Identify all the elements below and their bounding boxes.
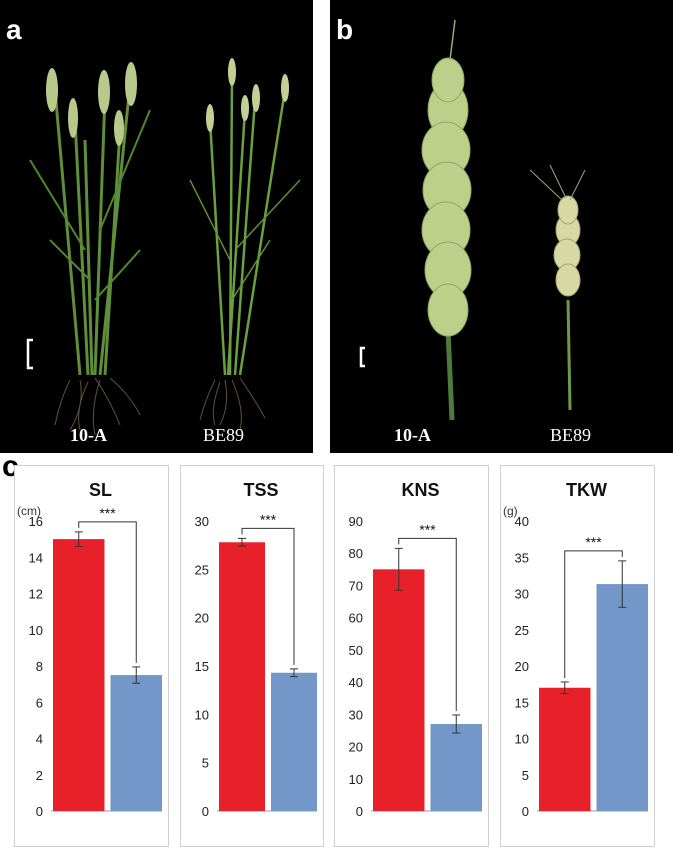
y-tick-label: 10	[349, 772, 363, 787]
y-tick-label: 50	[349, 643, 363, 658]
significance-bracket	[398, 537, 457, 711]
y-tick-label: 70	[349, 578, 363, 593]
y-tick-label: 20	[195, 611, 209, 626]
label-10a: 10-A	[70, 425, 107, 445]
scale-bar	[359, 346, 365, 368]
y-tick-label: 60	[349, 611, 363, 626]
chart-kns-svg: KNS 0 10 20 30 40 50 60 70 80 90 ***	[349, 480, 482, 819]
y-tick-label: 10	[195, 707, 209, 722]
y-tick-label: 20	[349, 740, 363, 755]
spike-illustration	[359, 19, 586, 421]
bar-10a	[219, 542, 265, 811]
y-tick-label: 12	[29, 587, 43, 602]
y-tick-label: 30	[349, 707, 363, 722]
significance-bracket	[78, 521, 137, 663]
y-tick-label: 10	[29, 623, 43, 638]
y-tick-label: 25	[195, 562, 209, 577]
y-tick-label: 40	[515, 514, 529, 529]
photo-spikes: b 10-A BE89	[330, 0, 673, 453]
chart-tkw: TKW (g) 0 5 10 15 20 25 30 35 40 ***	[500, 465, 655, 847]
bar-10a	[53, 539, 105, 811]
chart-tkw-svg: TKW (g) 0 5 10 15 20 25 30 35 40 ***	[503, 480, 648, 819]
chart-title: SL	[89, 480, 112, 500]
y-tick-label: 30	[515, 587, 529, 602]
chart-tss-svg: TSS 0 5 10 15 20 25 30 ***	[195, 480, 317, 819]
chart-title: KNS	[401, 480, 439, 500]
panel-letter-b: b	[336, 14, 354, 45]
y-tick-label: 15	[195, 659, 209, 674]
significance-bracket	[241, 527, 295, 665]
y-tick-label: 5	[522, 768, 529, 783]
chart-tss: TSS 0 5 10 15 20 25 30 ***	[180, 465, 324, 847]
y-tick-label: 0	[36, 804, 43, 819]
scale-bar	[26, 338, 33, 370]
bar-be89	[110, 675, 162, 811]
y-tick-label: 15	[515, 695, 529, 710]
y-tick-label: 5	[202, 756, 209, 771]
chart-title: TKW	[566, 480, 607, 500]
significance-label: ***	[99, 505, 116, 521]
y-tick-label: 30	[195, 514, 209, 529]
y-tick-label: 80	[349, 546, 363, 561]
y-tick-label: 0	[522, 804, 529, 819]
bar-be89	[271, 672, 317, 811]
y-tick-label: 35	[515, 550, 529, 565]
significance-label: ***	[260, 511, 277, 527]
bar-10a	[539, 687, 591, 811]
y-tick-label: 20	[515, 659, 529, 674]
y-tick-label: 90	[349, 514, 363, 529]
bar-10a	[373, 569, 425, 811]
y-tick-label: 2	[36, 768, 43, 783]
y-tick-label: 40	[349, 675, 363, 690]
plant-illustration	[26, 58, 301, 436]
significance-label: ***	[419, 521, 436, 537]
y-tick-label: 0	[202, 804, 209, 819]
y-tick-label: 0	[356, 804, 363, 819]
panel-letter-a: a	[6, 14, 22, 45]
y-tick-label: 16	[29, 514, 43, 529]
chart-sl: SL (cm) 0 2 4 6 8 10 12 14 16 ***	[14, 465, 169, 847]
photo-whole-plants: a 10-A BE89	[0, 0, 313, 453]
chart-sl-svg: SL (cm) 0 2 4 6 8 10 12 14 16 ***	[17, 480, 162, 819]
chart-title: TSS	[243, 480, 278, 500]
y-tick-label: 6	[36, 695, 43, 710]
y-tick-label: 10	[515, 732, 529, 747]
bar-be89	[596, 584, 648, 811]
y-unit-label: (cm)	[17, 504, 41, 518]
label-10a: 10-A	[394, 425, 431, 445]
y-tick-label: 8	[36, 659, 43, 674]
y-tick-label: 25	[515, 623, 529, 638]
bar-be89	[430, 724, 482, 811]
y-unit-label: (g)	[503, 504, 518, 518]
significance-bracket	[564, 550, 623, 678]
significance-label: ***	[585, 534, 602, 550]
label-be89: BE89	[203, 425, 245, 445]
y-tick-label: 14	[29, 550, 43, 565]
chart-kns: KNS 0 10 20 30 40 50 60 70 80 90 ***	[334, 465, 489, 847]
y-tick-label: 4	[36, 732, 43, 747]
label-be89: BE89	[550, 425, 592, 445]
